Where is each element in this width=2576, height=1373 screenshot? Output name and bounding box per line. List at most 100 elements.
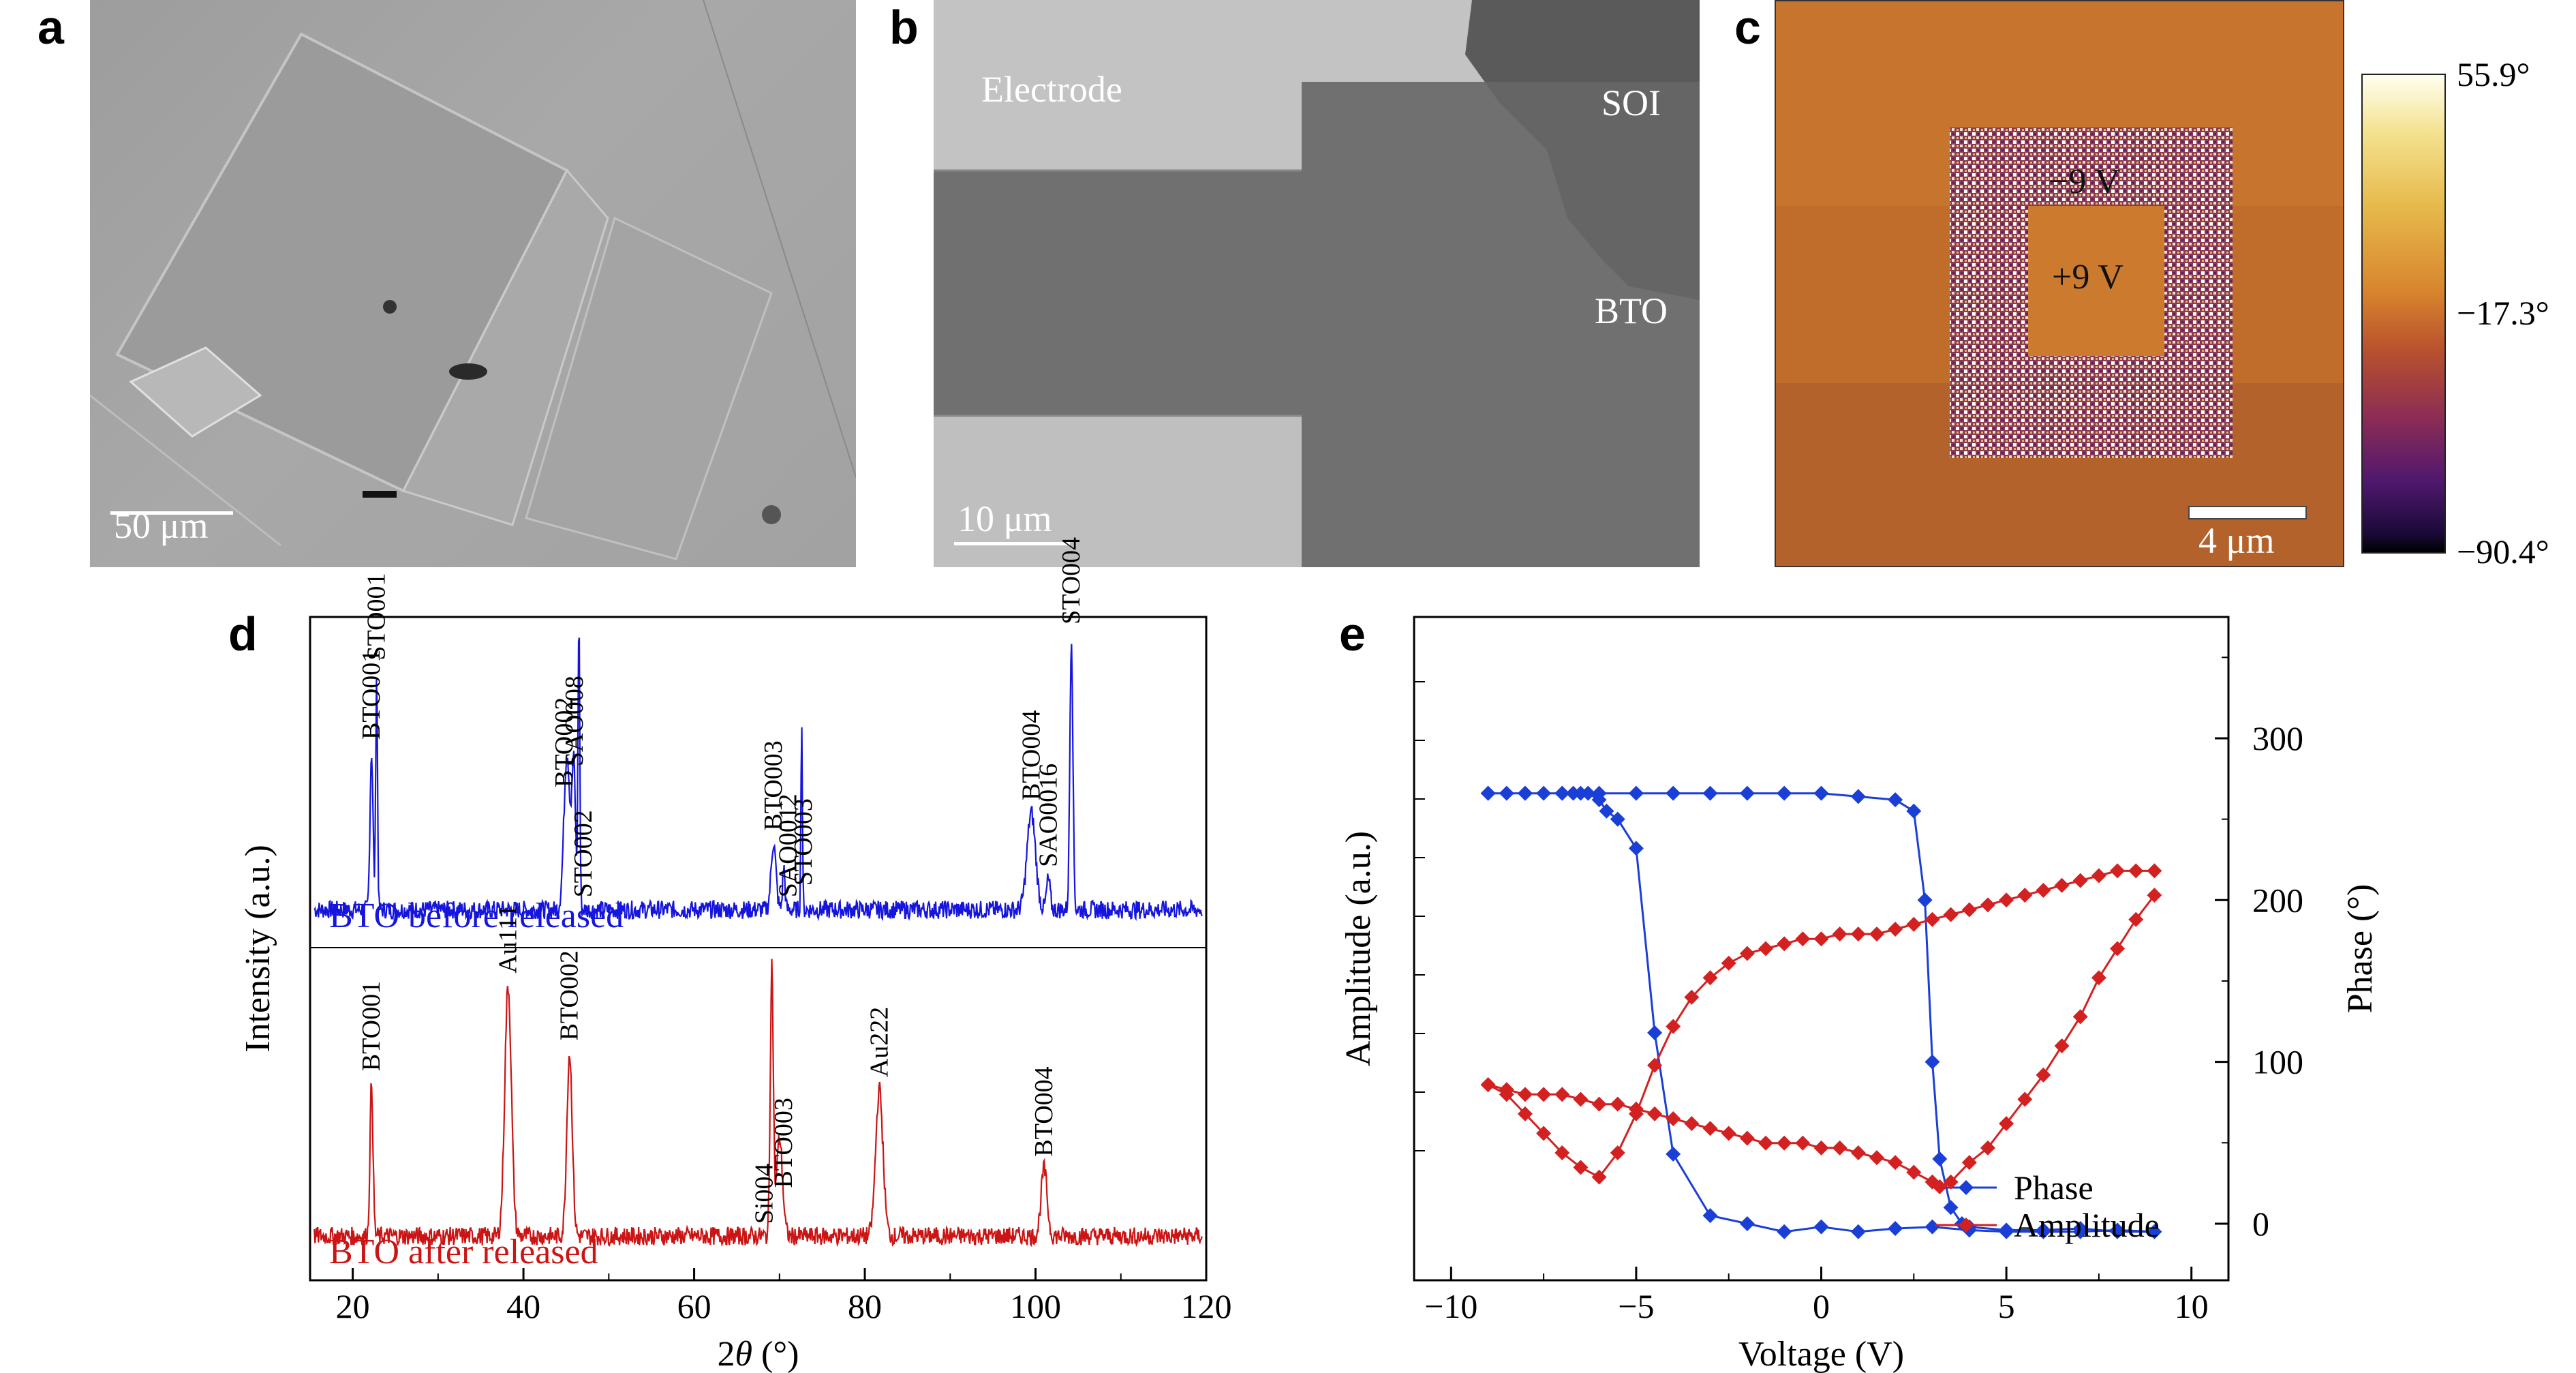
scale-bar-c [2188,506,2307,519]
panel-a-letter: a [37,1,64,54]
pfm-phase-image: −9 V +9 V 4 μm [1775,0,2344,567]
panel-e-letter: e [1339,607,1366,661]
colorbar-min-label: −90.4° [2457,532,2549,571]
phase-point [1580,785,1596,801]
amplitude-point [1999,1116,2014,1132]
series-label-d: BTO before released [329,896,624,935]
colorbar-max-label: 55.9° [2457,55,2530,93]
amplitude-point [2036,882,2051,898]
amplitude-point [2017,888,2033,903]
amplitude-point [1869,1150,1884,1166]
amplitude-point [2128,863,2144,879]
amplitude-point [2072,1009,2088,1025]
x-tick-label-d: 40 [506,1287,540,1325]
peak-label: BTO002 [555,950,584,1040]
amplitude-point [1906,916,1922,932]
amplitude-point [2036,1067,2051,1083]
phase-point [1610,811,1625,827]
legend-label-e: Amplitude [2014,1206,2160,1244]
amplitude-point [2147,888,2162,903]
phase-point [1647,1025,1663,1040]
amplitude-point [1980,897,1995,913]
phase-point [1599,803,1614,819]
peak-label: BTO001 [357,650,386,740]
amplitude-point [2110,941,2126,956]
amplitude-point [1573,1160,1589,1175]
legend-label-e: Phase [2014,1168,2094,1207]
phase-point [1628,785,1644,801]
x-axis-label-d: 2θ (°) [718,1335,799,1373]
amplitude-point [1739,1130,1755,1146]
amplitude-point [1666,1019,1681,1034]
amplitude-point [1573,1091,1589,1107]
phase-point [1925,1054,1940,1070]
amplitude-point [2054,1038,2070,1054]
colorbar [2361,74,2446,554]
amplitude-point [1628,1106,1644,1121]
amplitude-point [2054,877,2070,893]
amplitude-point [1961,902,1977,918]
peak-label: STO001 [363,573,391,660]
y2-tick-label-e: 0 [2252,1205,2269,1243]
amplitude-point [1554,1087,1570,1102]
colorbar-mid-label: −17.3° [2457,294,2549,332]
amplitude-point [1702,1121,1718,1136]
peak-label: Au111 [494,905,523,974]
phase-point [2110,1224,2126,1239]
pfm-phase-texture [1776,1,2343,566]
x-tick-label-e: −5 [1618,1287,1654,1325]
sem-image-a-texture [90,0,856,560]
amplitude-point [1795,931,1811,947]
amplitude-point [1647,1106,1663,1121]
amplitude-point [1647,1057,1663,1073]
amplitude-point [2110,863,2126,879]
amplitude-point [1758,941,1774,956]
panel-c-letter: c [1734,1,1761,54]
phase-point [1888,1221,1903,1237]
label-soi: SOI [1601,82,1661,123]
phase-point [1739,785,1755,801]
y2-tick-label-e: 100 [2252,1043,2303,1081]
peak-label: Si004 [750,1163,778,1224]
x-tick-label-e: 5 [1998,1287,2015,1325]
phase-point [1666,1146,1681,1162]
amplitude-point [1813,931,1829,947]
amplitude-point [1666,1111,1681,1127]
phase-point [1666,785,1681,801]
label-pos-9v: +9 V [2052,258,2123,297]
amplitude-point [1980,1140,1995,1156]
x-tick-label-d: 100 [1010,1287,1061,1325]
phase-point [1925,1219,1940,1235]
amplitude-point [1610,1145,1625,1160]
phase-point [1554,785,1570,801]
amplitude-point [1684,989,1700,1005]
amplitude-point [2147,863,2162,879]
amplitude-point [1591,1096,1607,1112]
amplitude-point [1961,1155,1977,1171]
amplitude-point [1721,955,1736,971]
amplitude-point [1536,1126,1552,1141]
amplitude-point [1777,936,1792,952]
amplitude-point [2017,1091,2033,1107]
xrd-series-line [313,959,1203,1248]
amplitude-point [1888,1155,1903,1171]
phase-point [1917,892,1933,908]
amplitude-point [1850,1145,1866,1160]
phase-point [1813,785,1829,801]
amplitude-point [1721,1126,1736,1141]
amplitude-point [1943,1174,1959,1190]
x-tick-label-d: 20 [336,1287,370,1325]
phase-point [1480,785,1496,801]
peak-label: STO002 [569,810,598,897]
amplitude-point [1777,1135,1792,1151]
peak-label: SAO0012 [773,794,802,897]
label-bto: BTO [1595,290,1668,331]
sem-image-b: Electrode SOI BTO 10 μm [934,0,1700,567]
amplitude-point [1499,1087,1514,1102]
phase-point [2147,1224,2162,1239]
amplitude-point [1906,1164,1922,1180]
label-electrode: Electrode [981,69,1122,110]
phase-point [1850,789,1866,804]
